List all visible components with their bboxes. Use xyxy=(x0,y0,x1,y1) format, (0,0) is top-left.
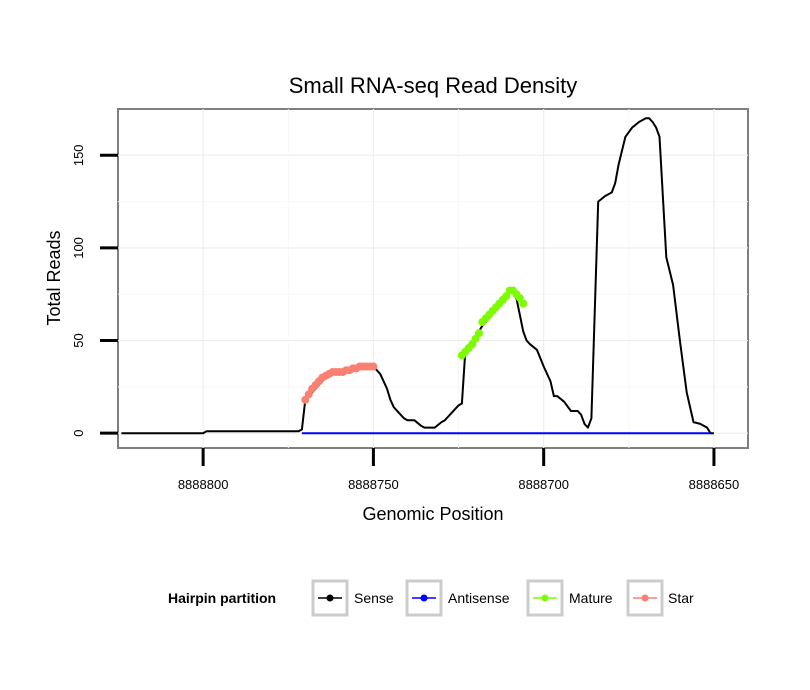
y-axis-label: Total Reads xyxy=(44,230,64,325)
series-points xyxy=(301,286,528,404)
x-tick-label: 8888750 xyxy=(348,477,399,492)
legend-dot-sense xyxy=(326,594,334,602)
legend-label-antisense: Antisense xyxy=(448,590,510,606)
legend-label-sense: Sense xyxy=(354,590,394,606)
x-tick-label: 8888650 xyxy=(689,477,740,492)
mature-point xyxy=(519,299,528,308)
x-tick-label: 8888800 xyxy=(178,477,229,492)
y-tick-label: 150 xyxy=(71,144,86,166)
y-tick-label: 0 xyxy=(71,430,86,437)
chart-title: Small RNA-seq Read Density xyxy=(289,73,578,98)
legend-dot-star xyxy=(641,594,649,602)
x-axis-label: Genomic Position xyxy=(362,504,503,524)
legend-label-star: Star xyxy=(668,590,694,606)
axes: 0 50 100 150 8888800 8888750 8888700 8888650 xyxy=(71,144,739,492)
star-point xyxy=(369,362,378,371)
plot-panel xyxy=(117,108,749,449)
legend: Hairpin partition Sense Antisense Mature St… xyxy=(168,579,694,617)
y-tick-label: 50 xyxy=(71,333,86,347)
y-tick-label: 100 xyxy=(71,237,86,259)
mature-point xyxy=(474,329,483,338)
x-tick-label: 8888700 xyxy=(518,477,569,492)
legend-dot-antisense xyxy=(420,594,428,602)
legend-label-mature: Mature xyxy=(569,590,613,606)
grid-lines xyxy=(118,109,748,448)
legend-dot-mature xyxy=(541,594,549,602)
legend-title: Hairpin partition xyxy=(168,590,276,606)
